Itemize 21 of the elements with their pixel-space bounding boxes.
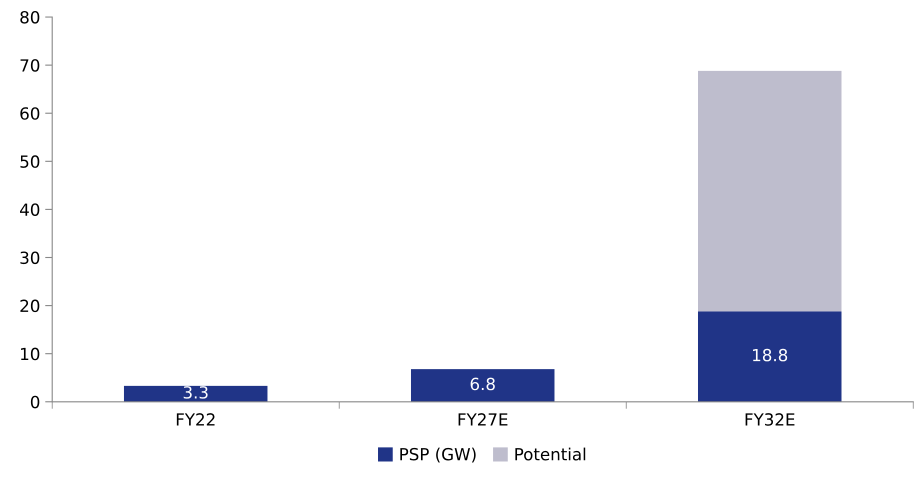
legend-label: PSP (GW) [400,448,476,462]
bar [410,369,554,402]
y-tick-label: 80 [20,11,40,24]
x-tick-label: FY32E [746,413,794,426]
data-label: 3.3 [184,386,208,399]
x-tick-label: FY22 [176,413,215,426]
y-tick-label: 60 [20,107,40,120]
x-tick-label: FY27E [458,413,508,426]
y-tick-label: 10 [21,348,40,360]
y-tick-label: 20 [20,300,40,312]
bar [698,311,842,402]
y-tick-label: 0 [30,396,40,408]
bar [698,70,842,312]
y-tick-label: 70 [20,59,40,72]
data-label: 6.8 [470,378,495,390]
data-label: 18.8 [753,348,788,362]
y-tick-label: 50 [20,155,40,168]
bar [124,386,268,402]
legend-label: Potential [515,448,586,460]
y-tick-label: 30 [20,251,40,264]
y-tick-label: 40 [20,203,40,216]
